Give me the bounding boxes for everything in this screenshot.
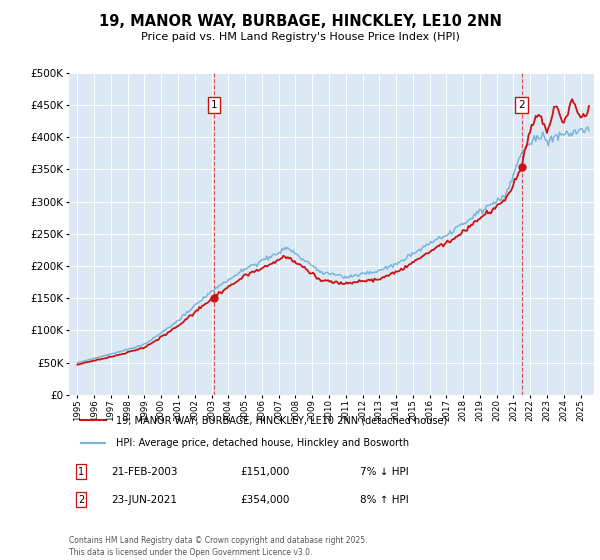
Text: 19, MANOR WAY, BURBAGE, HINCKLEY, LE10 2NN: 19, MANOR WAY, BURBAGE, HINCKLEY, LE10 2… [98, 14, 502, 29]
Text: HPI: Average price, detached house, Hinckley and Bosworth: HPI: Average price, detached house, Hinc… [116, 438, 409, 448]
Text: £354,000: £354,000 [240, 494, 289, 505]
Text: Contains HM Land Registry data © Crown copyright and database right 2025.
This d: Contains HM Land Registry data © Crown c… [69, 536, 367, 557]
Text: 1: 1 [78, 466, 84, 477]
Text: 23-JUN-2021: 23-JUN-2021 [111, 494, 177, 505]
Text: 8% ↑ HPI: 8% ↑ HPI [360, 494, 409, 505]
Text: £151,000: £151,000 [240, 466, 289, 477]
Text: 1: 1 [211, 100, 217, 110]
Text: 19, MANOR WAY, BURBAGE, HINCKLEY, LE10 2NN (detached house): 19, MANOR WAY, BURBAGE, HINCKLEY, LE10 2… [116, 416, 448, 426]
Text: 7% ↓ HPI: 7% ↓ HPI [360, 466, 409, 477]
Text: 21-FEB-2003: 21-FEB-2003 [111, 466, 178, 477]
Text: 2: 2 [518, 100, 525, 110]
Text: Price paid vs. HM Land Registry's House Price Index (HPI): Price paid vs. HM Land Registry's House … [140, 32, 460, 43]
Text: 2: 2 [78, 494, 84, 505]
